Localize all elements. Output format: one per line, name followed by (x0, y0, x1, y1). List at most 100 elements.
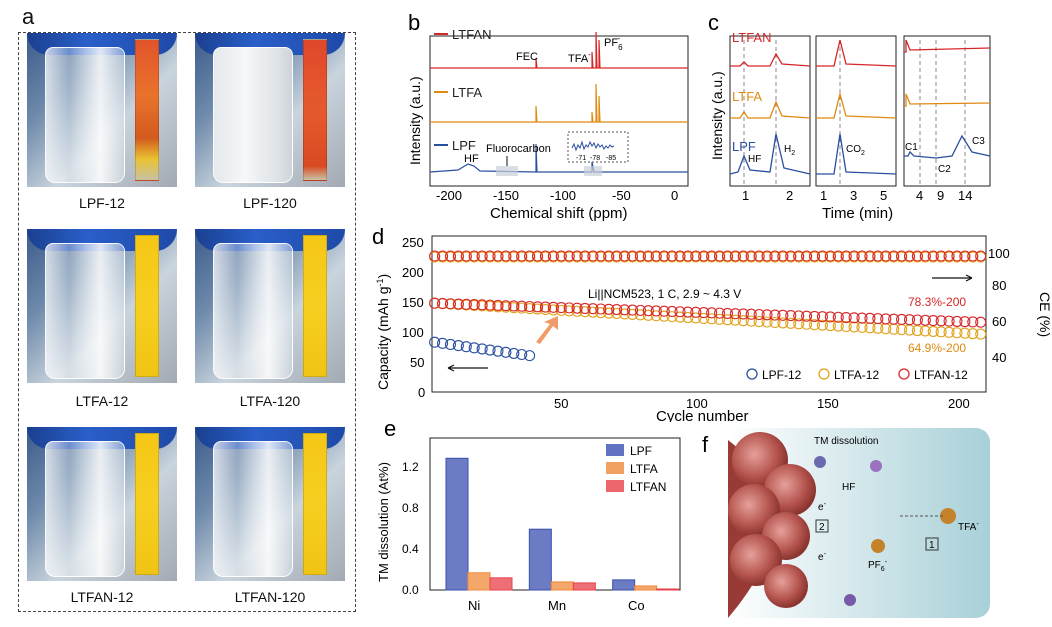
capacity-point-ltfan-12 (579, 302, 591, 314)
capacity-point-ltfa-12 (729, 314, 741, 326)
d-arrow-left (447, 364, 488, 372)
ce-point-ltfan-12 (840, 250, 852, 262)
caption-ltfan-120: LTFAN-120 (234, 589, 306, 605)
capacity-point-ltfan-12 (539, 301, 551, 313)
c-xtick-5b: 5 (880, 188, 887, 203)
d-legend-lpf: LPF-12 (762, 368, 802, 382)
d-ytick-r-80: 80 (992, 278, 1006, 293)
ce-point-ltfan-12 (468, 250, 480, 262)
capacity-point-ltfan-12 (587, 303, 599, 315)
capacity-point-lpf-12 (516, 348, 528, 361)
ce-point-ltfan-12 (848, 250, 860, 262)
ce-point-ltfan-12 (967, 250, 979, 262)
capacity-point-ltfan-12 (761, 309, 773, 321)
capacity-point-ltfan-12 (903, 314, 916, 326)
ce-point-ltfan-12 (880, 250, 892, 262)
capacity-point-ltfa-12 (666, 311, 678, 323)
caption-lpf-12: LPF-12 (79, 195, 125, 211)
ce-point-ltfan-12 (571, 250, 583, 262)
c-annot-co2: CO2 (846, 144, 865, 157)
capacity-point-ltfa-12 (801, 318, 813, 330)
c-trace-lpf-1 (729, 133, 811, 175)
capacity-point-ltfan-12 (848, 312, 860, 324)
ce-point-ltfan-12 (634, 250, 646, 262)
caption-lpf-120: LPF-120 (243, 195, 297, 211)
capacity-point-ltfan-12 (824, 311, 836, 323)
d-ytick-100: 100 (402, 325, 424, 340)
capacity-point-ltfa-12 (919, 325, 931, 337)
capacity-point-ltfan-12 (516, 300, 528, 312)
capacity-point-ltfan-12 (437, 297, 449, 310)
capacity-point-ltfan-12 (769, 309, 781, 321)
ce-point-ltfan-12 (729, 250, 741, 262)
capacity-point-ltfa-12 (808, 319, 821, 331)
ce-point-ltfan-12 (595, 250, 607, 262)
c-trace-ltfan-2 (816, 39, 897, 67)
capacity-point-ltfa-12 (848, 321, 860, 333)
e-xtick-ni: Ni (468, 598, 480, 613)
photo-ltfa-12 (27, 229, 177, 383)
capacity-point-ltfa-12 (555, 304, 567, 316)
e-ytick-08: 0.8 (402, 501, 419, 515)
ce-point-ltfan-12 (706, 250, 718, 262)
ce-point-ltfan-12 (579, 250, 591, 262)
ce-point-ltfan-12 (856, 250, 868, 262)
ce-point-ltfan-12 (721, 250, 734, 262)
c-trace-lpf-3 (904, 134, 991, 159)
d-ytick-r-40: 40 (992, 350, 1006, 365)
photo-lpf-12 (27, 33, 177, 187)
capacity-point-lpf-12 (524, 350, 536, 362)
ce-point-ltfan-12 (642, 250, 654, 262)
b-xtick-100: -100 (550, 188, 576, 203)
capacity-point-ltfan-12 (872, 313, 884, 325)
c-xtick-1b: 1 (820, 188, 827, 203)
d-ytick-150: 150 (402, 295, 424, 310)
capacity-point-ltfa-12 (753, 316, 765, 328)
capacity-point-ltfa-12 (761, 316, 773, 328)
c-annot-c3: C3 (972, 136, 985, 147)
bar-ltfan-mn (572, 582, 596, 591)
c-trace-ltfa-2 (816, 91, 897, 119)
ce-point-ltfan-12 (951, 250, 963, 262)
b-annot-fec: FEC (516, 51, 538, 63)
ce-point-ltfan-12 (492, 250, 504, 262)
ce-point-ltfan-12 (864, 250, 876, 262)
capacity-point-ltfan-12 (777, 309, 789, 321)
d-ytick-50: 50 (410, 355, 424, 370)
b-spectrum-ltfan (430, 31, 688, 69)
capacity-point-ltfan-12 (452, 298, 464, 310)
b-inset-tick-2: -78 (590, 155, 600, 162)
c-xtick-9c: 9 (937, 188, 944, 203)
c-annot-h2: H2 (784, 144, 795, 157)
b-xtick-50: -50 (612, 188, 631, 203)
d-condition: Li||NCM523, 1 C, 2.9 ~ 4.3 V (588, 287, 741, 301)
capacity-point-lpf-12 (484, 344, 496, 356)
b-inset (567, 131, 629, 163)
e-ytick-12: 1.2 (402, 460, 419, 474)
capacity-point-ltfan-12 (460, 298, 472, 310)
photo-lpf-120 (195, 33, 345, 187)
c-annot-c1: C1 (905, 142, 918, 153)
bar-lpf-mn (528, 528, 552, 591)
ce-point-ltfan-12 (452, 250, 464, 262)
capacity-point-ltfan-12 (856, 312, 868, 324)
ce-point-ltfan-12 (896, 250, 908, 262)
capacity-point-ltfa-12 (563, 305, 575, 317)
d-arrow-right (932, 274, 973, 282)
panel-d-label: d (372, 224, 384, 249)
panel-e-label: e (384, 416, 396, 441)
capacity-point-ltfa-12 (927, 325, 939, 337)
ce-point-ltfan-12 (872, 250, 884, 262)
ce-point-ltfan-12 (611, 250, 623, 262)
b-inset-tick-1: -71 (576, 155, 586, 162)
e-xtick-co: Co (628, 598, 645, 613)
capacity-point-ltfa-12 (856, 321, 868, 333)
capacity-point-ltfan-12 (492, 299, 504, 311)
e-ytick-04: 0.4 (402, 542, 419, 556)
capacity-point-ltfan-12 (547, 301, 559, 313)
bar-ltfan-ni (489, 577, 513, 591)
c-trace-ltfan-1 (730, 52, 811, 67)
ce-point-ltfan-12 (587, 250, 599, 262)
ce-point-ltfan-12 (959, 250, 971, 262)
capacity-point-ltfan-12 (626, 304, 639, 316)
